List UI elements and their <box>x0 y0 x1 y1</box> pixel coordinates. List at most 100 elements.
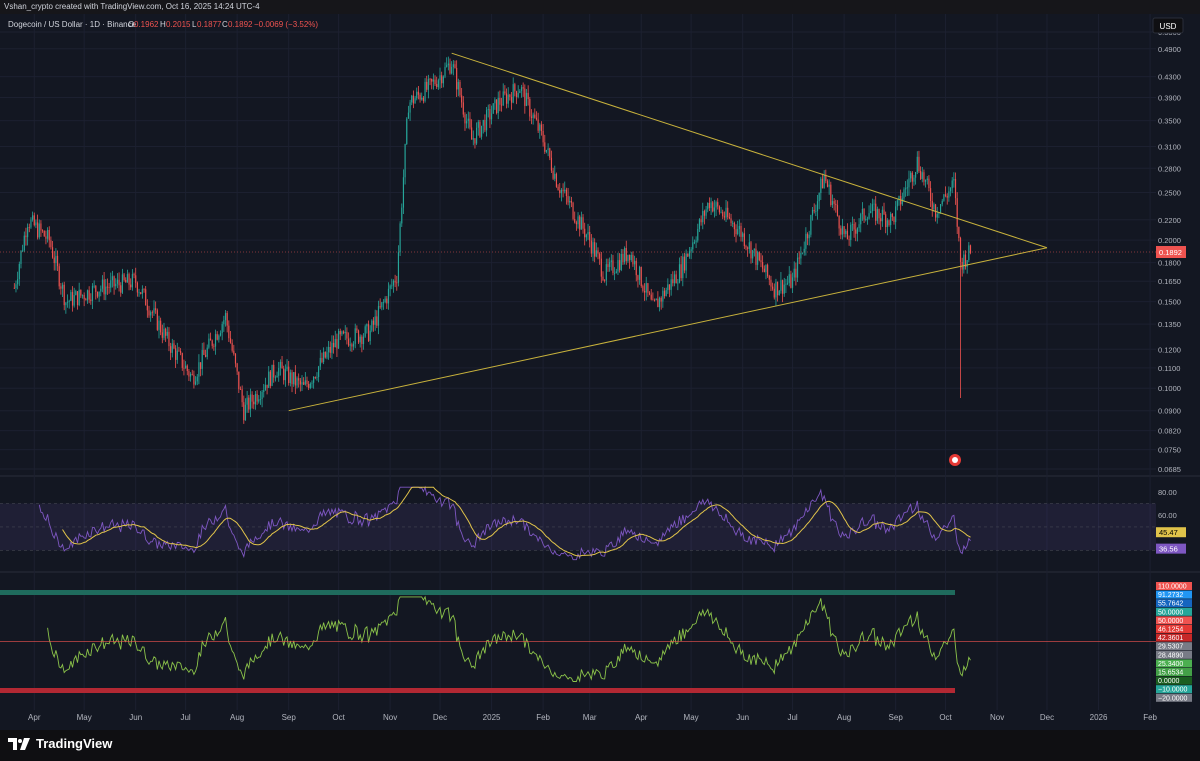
candle <box>948 186 950 202</box>
candle <box>313 376 315 389</box>
candle <box>584 222 586 246</box>
candle <box>793 261 795 281</box>
candle <box>331 335 333 360</box>
candle <box>504 85 506 96</box>
candle <box>60 283 62 295</box>
candle <box>680 255 682 281</box>
candle <box>848 235 850 246</box>
candle <box>629 254 631 269</box>
oscillator-value-tag <box>1156 659 1192 668</box>
candle <box>544 134 546 154</box>
candle <box>956 192 958 234</box>
close-value: 0.1892 <box>228 20 253 29</box>
candle <box>170 342 172 361</box>
oscillator-tick-label: 110.0000 <box>1158 584 1187 591</box>
candle <box>304 372 306 386</box>
candle <box>25 227 27 246</box>
candle <box>860 212 862 233</box>
candle <box>529 96 531 121</box>
candle <box>851 216 854 232</box>
candle <box>913 174 915 186</box>
currency-button[interactable]: USD <box>1152 17 1184 34</box>
candle <box>663 287 666 299</box>
candle <box>155 301 157 314</box>
last-price-label: 0.1892 <box>1159 248 1182 257</box>
candle <box>700 215 702 226</box>
rsi-pane[interactable] <box>0 485 1156 561</box>
candle <box>53 251 55 271</box>
price-tick-label: 0.0750 <box>1158 446 1181 455</box>
candle <box>298 373 300 388</box>
time-axis[interactable]: Apr May Jun Jul Aug Sep Oct Nov Dec 2025 Feb Mar Apr… <box>28 713 1157 722</box>
ascending-trendline[interactable] <box>288 247 1048 412</box>
candle <box>284 364 286 387</box>
candle <box>359 334 361 348</box>
rsi-ma-value: 45.47 <box>1159 528 1178 537</box>
candle <box>461 87 463 108</box>
candle <box>158 315 160 339</box>
candle <box>865 215 867 222</box>
candle <box>414 95 416 104</box>
candle <box>896 199 898 211</box>
price-pane[interactable] <box>0 52 1156 466</box>
candle <box>916 151 918 175</box>
candle <box>454 60 456 69</box>
candle <box>547 143 549 157</box>
candle <box>810 214 812 238</box>
candle <box>319 349 321 371</box>
candle <box>457 78 459 97</box>
candle <box>532 112 534 125</box>
candle <box>888 219 890 227</box>
candle <box>70 289 72 302</box>
candle <box>687 253 689 258</box>
chart-canvas[interactable]: 0.53000.49000.43000.39000.35000.31000.28… <box>0 14 1200 730</box>
candle <box>555 172 558 188</box>
tradingview-logo[interactable]: TradingView <box>8 736 112 751</box>
candle <box>146 299 148 318</box>
candle <box>324 351 326 359</box>
candle <box>279 359 281 376</box>
price-axis[interactable]: 0.53000.49000.43000.39000.35000.31000.28… <box>1156 28 1192 702</box>
candle <box>951 177 953 194</box>
candle <box>63 281 65 311</box>
descending-trendline[interactable] <box>451 52 1048 249</box>
candle <box>800 246 802 265</box>
candle <box>299 377 301 392</box>
candle <box>969 244 972 255</box>
candle <box>462 96 464 118</box>
candle <box>873 199 875 211</box>
candle <box>33 212 35 227</box>
candle <box>705 206 707 219</box>
candle <box>878 208 880 225</box>
candle <box>133 272 135 279</box>
candle <box>382 299 385 310</box>
candle <box>928 175 930 192</box>
footer: TradingView <box>0 730 1200 761</box>
candle <box>422 95 424 104</box>
candle <box>273 360 275 383</box>
high-value: 0.2015 <box>166 20 191 29</box>
candle <box>339 328 341 341</box>
candle <box>449 58 451 75</box>
candle <box>614 267 616 281</box>
candle <box>871 198 873 218</box>
candle <box>760 253 762 268</box>
candle <box>725 199 727 222</box>
time-tick-label: Mar <box>583 713 597 722</box>
candle <box>258 395 260 404</box>
candle <box>880 213 882 230</box>
candle <box>925 179 927 188</box>
candle <box>456 60 458 98</box>
candle <box>116 273 118 289</box>
candle <box>507 87 509 108</box>
candle <box>306 376 308 388</box>
candle <box>278 361 280 382</box>
candle <box>920 166 922 181</box>
candle <box>853 218 855 238</box>
oscillator-pane[interactable] <box>0 590 1156 693</box>
candle <box>662 286 664 308</box>
candle <box>321 352 323 364</box>
candle <box>108 282 110 294</box>
candle <box>311 380 313 388</box>
flag-icon[interactable] <box>949 454 961 466</box>
